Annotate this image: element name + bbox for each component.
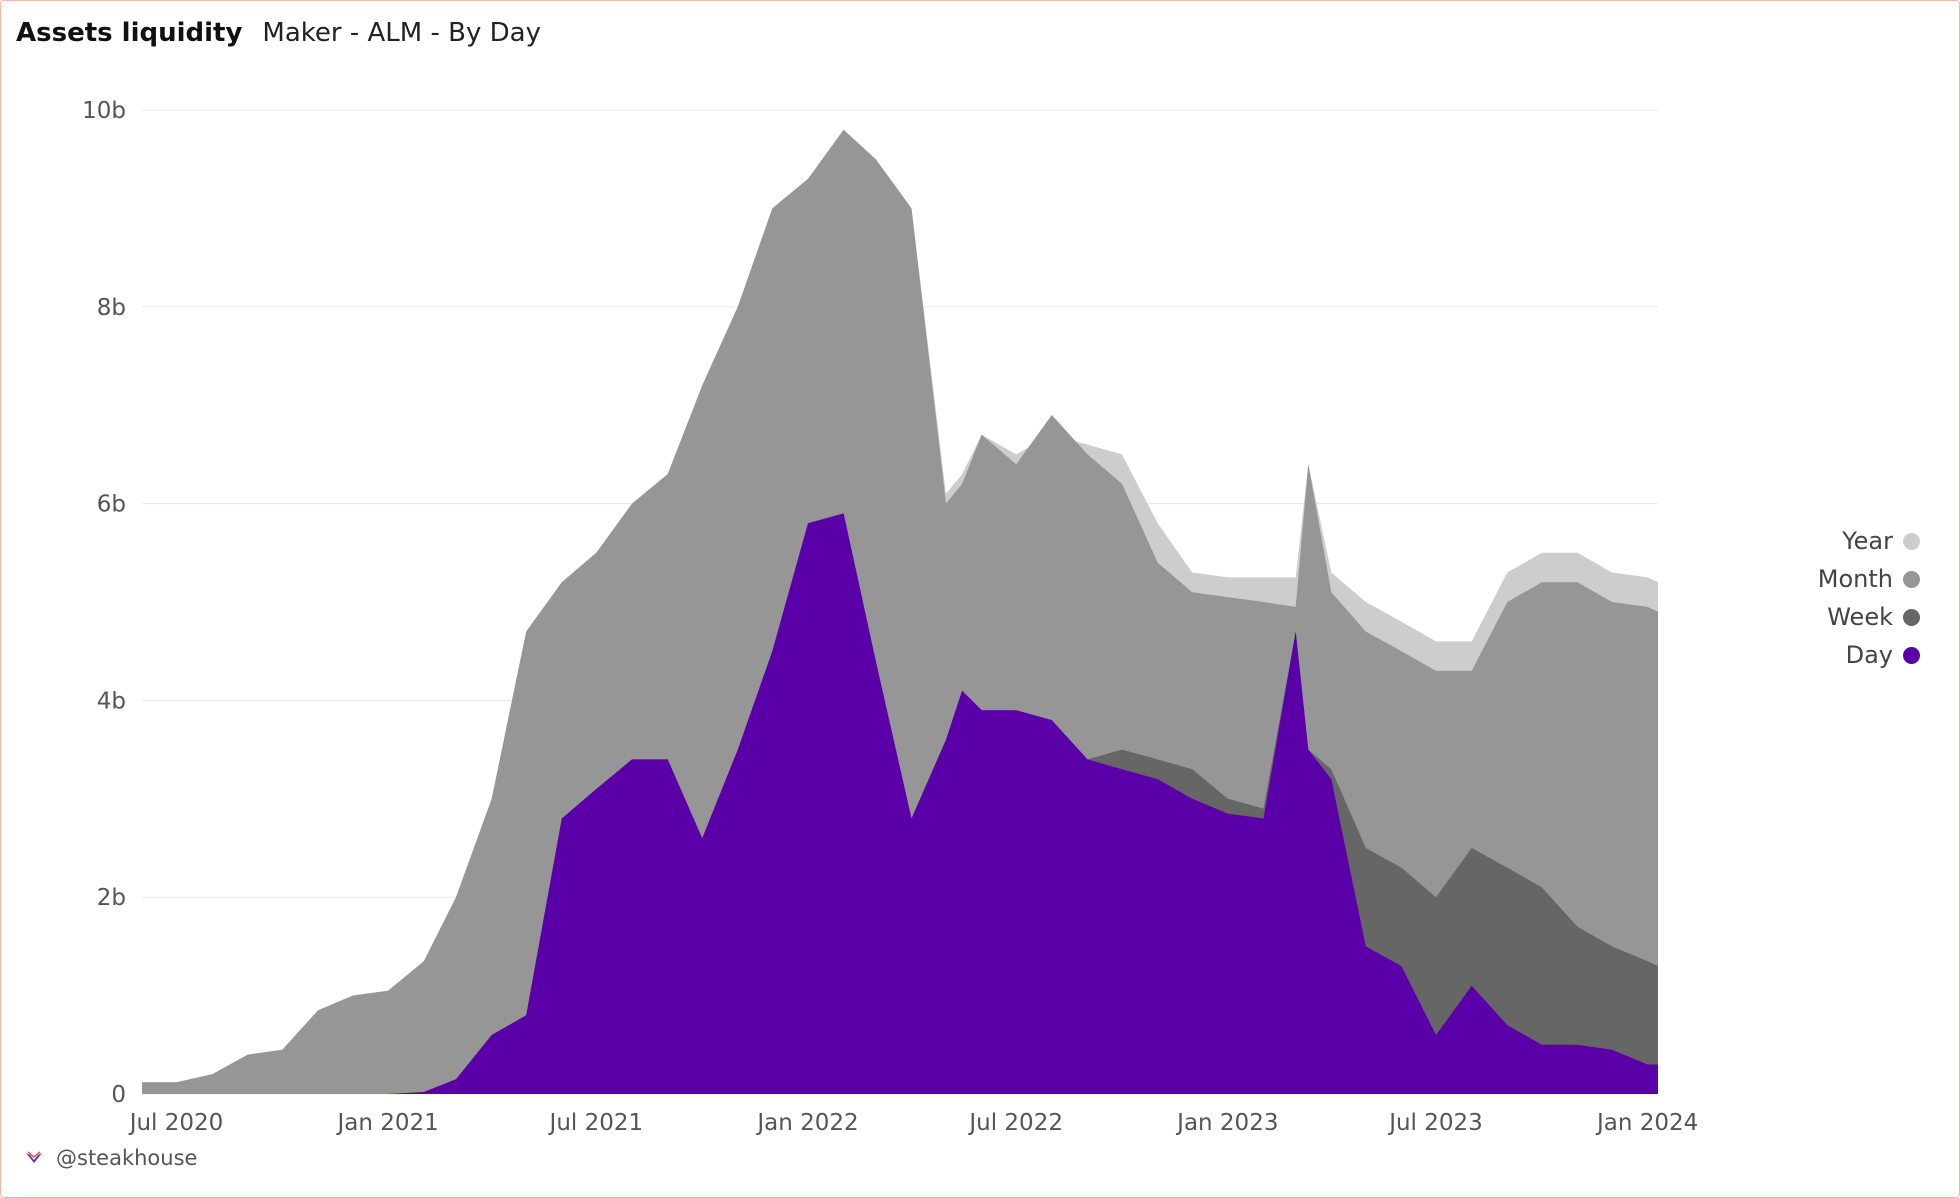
y-tick-label: 2b [97, 885, 126, 911]
legend-item-year[interactable]: Year [1700, 522, 1920, 560]
legend-item-day[interactable]: Day [1700, 636, 1920, 674]
y-tick-label: 8b [97, 295, 126, 321]
chart-legend: Year Month Week Day [1700, 522, 1920, 674]
legend-dot-day [1903, 646, 1920, 664]
x-tick-label: Jul 2020 [128, 1110, 224, 1136]
chart-header: Assets liquidity Maker - ALM - By Day [16, 18, 541, 58]
legend-dot-month [1903, 570, 1920, 588]
x-tick-label: Jul 2021 [548, 1110, 644, 1136]
legend-label-month: Month [1817, 565, 1893, 593]
x-tick-label: Jul 2022 [967, 1110, 1063, 1136]
y-tick-label: 6b [97, 492, 126, 518]
legend-label-day: Day [1845, 641, 1893, 669]
y-tick-label: 4b [97, 688, 126, 714]
steakhouse-logo-icon [26, 1151, 42, 1163]
x-tick-label: Jul 2023 [1387, 1110, 1483, 1136]
x-tick-label: Jan 2021 [335, 1110, 438, 1136]
x-tick-label: Jan 2022 [755, 1110, 858, 1136]
legend-item-week[interactable]: Week [1700, 598, 1920, 636]
chart-title: Assets liquidity [16, 18, 243, 48]
legend-dot-week [1903, 608, 1920, 626]
chart-subtitle: Maker - ALM - By Day [262, 18, 541, 48]
footer-handle[interactable]: @steakhouse [56, 1146, 198, 1170]
area-series-day[interactable] [142, 513, 1658, 1094]
y-tick-label: 10b [82, 98, 126, 124]
x-tick-label: Jan 2024 [1595, 1110, 1698, 1136]
y-tick-label: 0 [111, 1082, 126, 1108]
legend-label-year: Year [1842, 527, 1893, 555]
legend-dot-year [1903, 532, 1920, 550]
legend-label-week: Week [1827, 603, 1893, 631]
legend-item-month[interactable]: Month [1700, 560, 1920, 598]
chart-footer: @steakhouse [24, 1146, 197, 1170]
x-tick-label: Jan 2023 [1175, 1110, 1278, 1136]
